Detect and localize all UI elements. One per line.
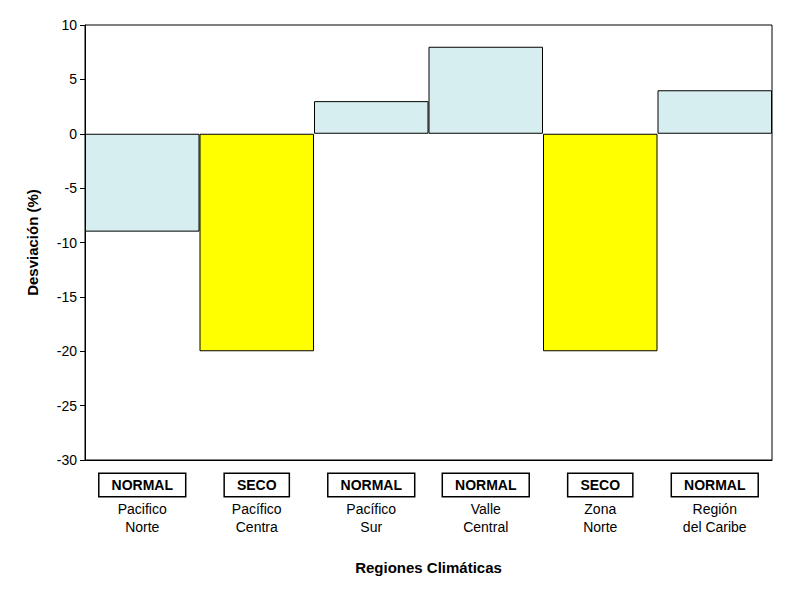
svg-text:-30: -30 [57,452,77,468]
svg-text:NORMAL: NORMAL [341,477,403,493]
svg-text:-25: -25 [57,398,77,414]
svg-text:-5: -5 [65,180,78,196]
svg-text:0: 0 [69,126,77,142]
svg-text:del Caribe: del Caribe [683,519,747,535]
svg-text:Central: Central [463,519,508,535]
svg-text:NORMAL: NORMAL [684,477,746,493]
svg-text:-10: -10 [57,235,77,251]
svg-text:Región: Región [693,501,737,517]
svg-text:Desviación (%): Desviación (%) [24,189,41,296]
svg-text:Norte: Norte [125,519,159,535]
svg-text:Norte: Norte [583,519,617,535]
svg-text:-15: -15 [57,289,77,305]
svg-text:NORMAL: NORMAL [112,477,174,493]
svg-text:5: 5 [69,71,77,87]
svg-text:Centra: Centra [236,519,278,535]
svg-text:SECO: SECO [580,477,620,493]
svg-text:10: 10 [61,17,77,33]
svg-text:NORMAL: NORMAL [455,477,517,493]
svg-text:-20: -20 [57,343,77,359]
svg-text:Pacífico: Pacífico [346,501,396,517]
svg-text:Pacifico: Pacifico [118,501,167,517]
svg-text:Regiones Climáticas: Regiones Climáticas [355,559,502,576]
svg-text:SECO: SECO [237,477,277,493]
svg-text:Sur: Sur [360,519,382,535]
svg-text:Zona: Zona [584,501,616,517]
svg-text:Valle: Valle [471,501,501,517]
svg-text:Pacífico: Pacífico [232,501,282,517]
